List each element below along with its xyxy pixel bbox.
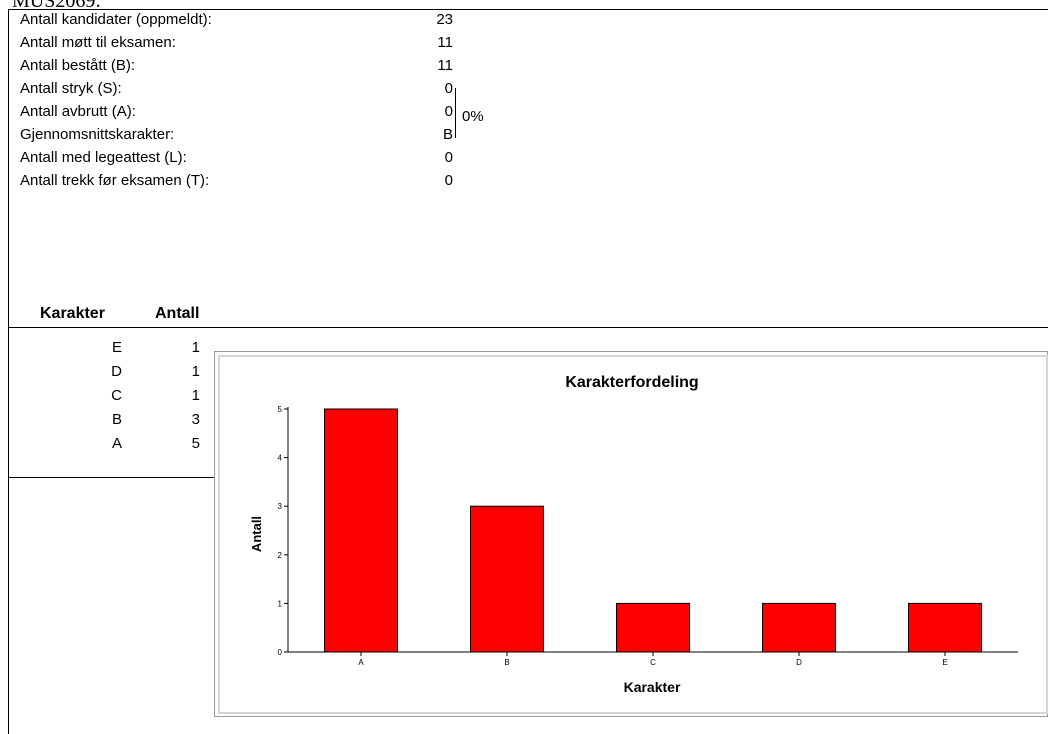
y-tick-label: 0	[278, 648, 283, 657]
bar	[470, 505, 544, 653]
bar	[324, 408, 398, 653]
fail-percentage: 0%	[462, 108, 484, 125]
grade-cell: B	[111, 411, 122, 428]
chart-inner-frame	[218, 355, 1048, 714]
chart-title: Karakterfordeling	[565, 374, 698, 391]
stat-label: Gjennomsnittskarakter:	[20, 126, 175, 143]
table-header-count: Antall	[155, 305, 200, 322]
table-header-grade: Karakter	[40, 305, 105, 322]
stat-label: Antall avbrutt (A):	[20, 103, 136, 120]
x-tick-label: A	[358, 658, 364, 667]
count-cell: 1	[191, 363, 200, 380]
count-cell: 5	[191, 435, 200, 452]
bar	[908, 602, 982, 653]
y-axis-label: Antall	[249, 516, 264, 552]
x-tick-label: D	[796, 658, 802, 667]
stat-value: 0	[444, 80, 453, 97]
y-tick-label: 4	[278, 454, 283, 463]
stat-value: 0	[444, 103, 453, 120]
stat-label: Antall trekk før eksamen (T):	[20, 172, 210, 189]
stat-value: 0	[444, 149, 453, 166]
frame-border-left	[8, 9, 9, 734]
bar	[616, 602, 690, 653]
bar	[762, 602, 836, 653]
y-tick-label: 2	[278, 551, 283, 560]
stat-label: Antall bestått (B):	[20, 57, 136, 74]
stat-value: 0	[444, 172, 453, 189]
stat-label: Antall møtt til eksamen:	[20, 34, 176, 51]
grade-cell: C	[111, 387, 122, 404]
count-cell: 1	[191, 387, 200, 404]
table-bottom-rule	[8, 477, 214, 478]
x-tick-label: B	[504, 658, 509, 667]
y-tick-label: 3	[278, 502, 283, 511]
x-tick-label: C	[650, 658, 656, 667]
stat-value: 11	[437, 34, 453, 51]
count-cell: 1	[191, 339, 200, 356]
fail-bracket-line	[455, 88, 456, 138]
stat-label: Antall stryk (S):	[20, 80, 122, 97]
stat-value: B	[442, 126, 453, 143]
grade-cell: E	[111, 339, 122, 356]
stat-value: 23	[436, 11, 453, 28]
frame-border-top	[8, 9, 1048, 10]
stat-value: 11	[437, 57, 453, 74]
grade-cell: A	[111, 435, 122, 452]
grade-cell: D	[111, 363, 122, 380]
count-cell: 3	[191, 411, 200, 428]
y-tick-label: 1	[278, 599, 283, 608]
table-header-rule	[8, 327, 1048, 328]
x-tick-label: E	[942, 658, 947, 667]
stat-label: Antall kandidater (oppmeldt):	[20, 11, 212, 28]
stat-label: Antall med legeattest (L):	[20, 149, 187, 166]
x-axis-label: Karakter	[624, 679, 681, 695]
y-tick-label: 5	[278, 405, 283, 414]
